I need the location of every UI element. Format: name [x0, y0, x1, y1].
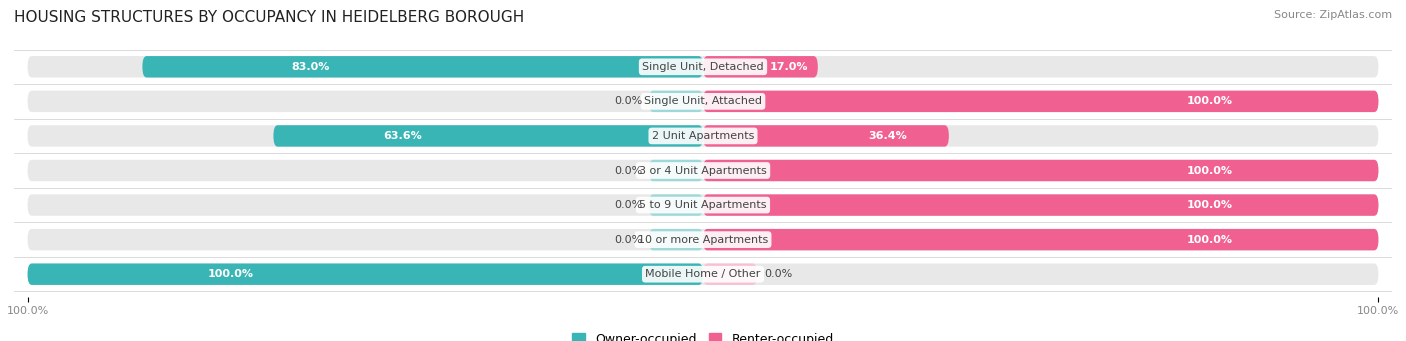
- FancyBboxPatch shape: [273, 125, 703, 147]
- FancyBboxPatch shape: [703, 229, 1378, 250]
- FancyBboxPatch shape: [650, 160, 703, 181]
- FancyBboxPatch shape: [703, 91, 1378, 112]
- Text: 0.0%: 0.0%: [614, 200, 643, 210]
- Text: 2 Unit Apartments: 2 Unit Apartments: [652, 131, 754, 141]
- Text: 83.0%: 83.0%: [291, 62, 330, 72]
- Text: 10 or more Apartments: 10 or more Apartments: [638, 235, 768, 244]
- Legend: Owner-occupied, Renter-occupied: Owner-occupied, Renter-occupied: [572, 333, 834, 341]
- Text: 63.6%: 63.6%: [382, 131, 422, 141]
- FancyBboxPatch shape: [703, 125, 949, 147]
- FancyBboxPatch shape: [650, 194, 703, 216]
- Text: 100.0%: 100.0%: [207, 269, 253, 279]
- FancyBboxPatch shape: [142, 56, 703, 77]
- Text: 5 to 9 Unit Apartments: 5 to 9 Unit Apartments: [640, 200, 766, 210]
- Text: 0.0%: 0.0%: [614, 97, 643, 106]
- Text: 0.0%: 0.0%: [614, 165, 643, 176]
- FancyBboxPatch shape: [28, 229, 1378, 250]
- FancyBboxPatch shape: [703, 160, 1378, 181]
- FancyBboxPatch shape: [28, 264, 1378, 285]
- Text: HOUSING STRUCTURES BY OCCUPANCY IN HEIDELBERG BOROUGH: HOUSING STRUCTURES BY OCCUPANCY IN HEIDE…: [14, 10, 524, 25]
- Text: Source: ZipAtlas.com: Source: ZipAtlas.com: [1274, 10, 1392, 20]
- Text: 100.0%: 100.0%: [1187, 200, 1233, 210]
- Text: Single Unit, Detached: Single Unit, Detached: [643, 62, 763, 72]
- Text: 100.0%: 100.0%: [1187, 235, 1233, 244]
- FancyBboxPatch shape: [650, 229, 703, 250]
- Text: Single Unit, Attached: Single Unit, Attached: [644, 97, 762, 106]
- FancyBboxPatch shape: [703, 194, 1378, 216]
- Text: Mobile Home / Other: Mobile Home / Other: [645, 269, 761, 279]
- FancyBboxPatch shape: [28, 160, 1378, 181]
- FancyBboxPatch shape: [650, 91, 703, 112]
- Text: 0.0%: 0.0%: [763, 269, 792, 279]
- FancyBboxPatch shape: [28, 56, 1378, 77]
- FancyBboxPatch shape: [28, 91, 1378, 112]
- FancyBboxPatch shape: [28, 125, 1378, 147]
- Text: 0.0%: 0.0%: [614, 235, 643, 244]
- Text: 17.0%: 17.0%: [770, 62, 808, 72]
- FancyBboxPatch shape: [703, 264, 756, 285]
- FancyBboxPatch shape: [28, 194, 1378, 216]
- FancyBboxPatch shape: [28, 264, 703, 285]
- Text: 100.0%: 100.0%: [1187, 165, 1233, 176]
- FancyBboxPatch shape: [703, 56, 818, 77]
- Text: 36.4%: 36.4%: [868, 131, 907, 141]
- Text: 3 or 4 Unit Apartments: 3 or 4 Unit Apartments: [640, 165, 766, 176]
- Text: 100.0%: 100.0%: [1187, 97, 1233, 106]
